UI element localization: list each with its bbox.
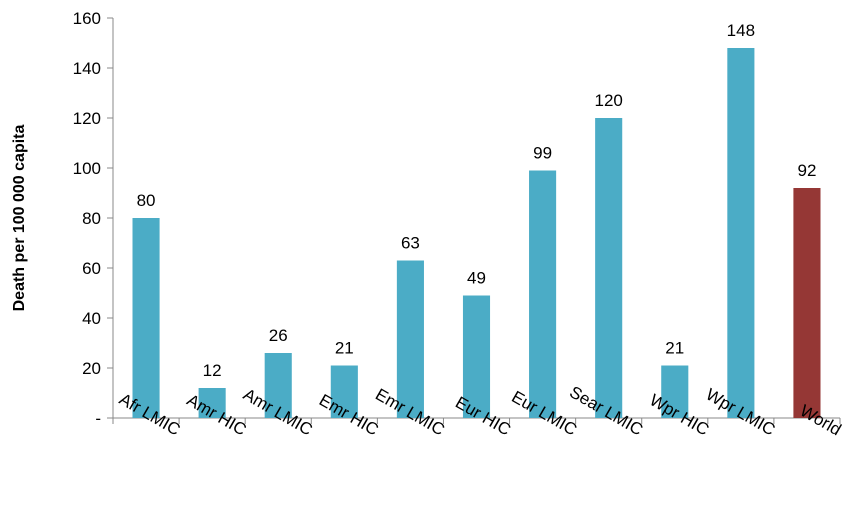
data-label: 63 bbox=[401, 234, 420, 253]
data-label: 12 bbox=[203, 361, 222, 380]
data-label: 120 bbox=[594, 91, 622, 110]
bars bbox=[132, 48, 821, 418]
data-label: 92 bbox=[797, 161, 816, 180]
bar bbox=[529, 170, 557, 418]
y-tick-label: - bbox=[95, 409, 101, 428]
bar bbox=[198, 388, 226, 418]
data-label: 99 bbox=[533, 144, 552, 163]
bar bbox=[330, 365, 358, 418]
data-label: 26 bbox=[269, 326, 288, 345]
y-ticks: - 20 40 60 80 100 120 140 160 bbox=[73, 9, 113, 428]
category-label: World bbox=[797, 401, 845, 440]
data-label: 80 bbox=[137, 191, 156, 210]
y-tick-label: 20 bbox=[82, 359, 101, 378]
x-ticks bbox=[112, 418, 841, 424]
data-label: 21 bbox=[335, 339, 354, 358]
bar bbox=[727, 48, 755, 418]
data-label: 148 bbox=[727, 21, 755, 40]
bar bbox=[595, 118, 623, 418]
y-tick-label: 40 bbox=[82, 309, 101, 328]
bar bbox=[661, 365, 689, 418]
bar bbox=[793, 188, 821, 418]
y-tick-label: 120 bbox=[73, 109, 101, 128]
y-tick-label: 140 bbox=[73, 59, 101, 78]
bar bbox=[264, 353, 292, 418]
data-label: 21 bbox=[665, 339, 684, 358]
y-tick-label: 160 bbox=[73, 9, 101, 28]
bar bbox=[132, 218, 160, 418]
data-label: 49 bbox=[467, 269, 486, 288]
y-axis-title-group: Death per 100 000 capita bbox=[11, 125, 28, 312]
bar bbox=[396, 260, 424, 418]
y-tick-label: 60 bbox=[82, 259, 101, 278]
data-labels: 80 12 26 21 63 49 99 120 21 148 92 bbox=[137, 21, 817, 380]
y-tick-label: 100 bbox=[73, 159, 101, 178]
y-axis-title: Death per 100 000 capita bbox=[11, 125, 28, 312]
bar bbox=[462, 295, 491, 418]
y-tick-label: 80 bbox=[82, 209, 101, 228]
